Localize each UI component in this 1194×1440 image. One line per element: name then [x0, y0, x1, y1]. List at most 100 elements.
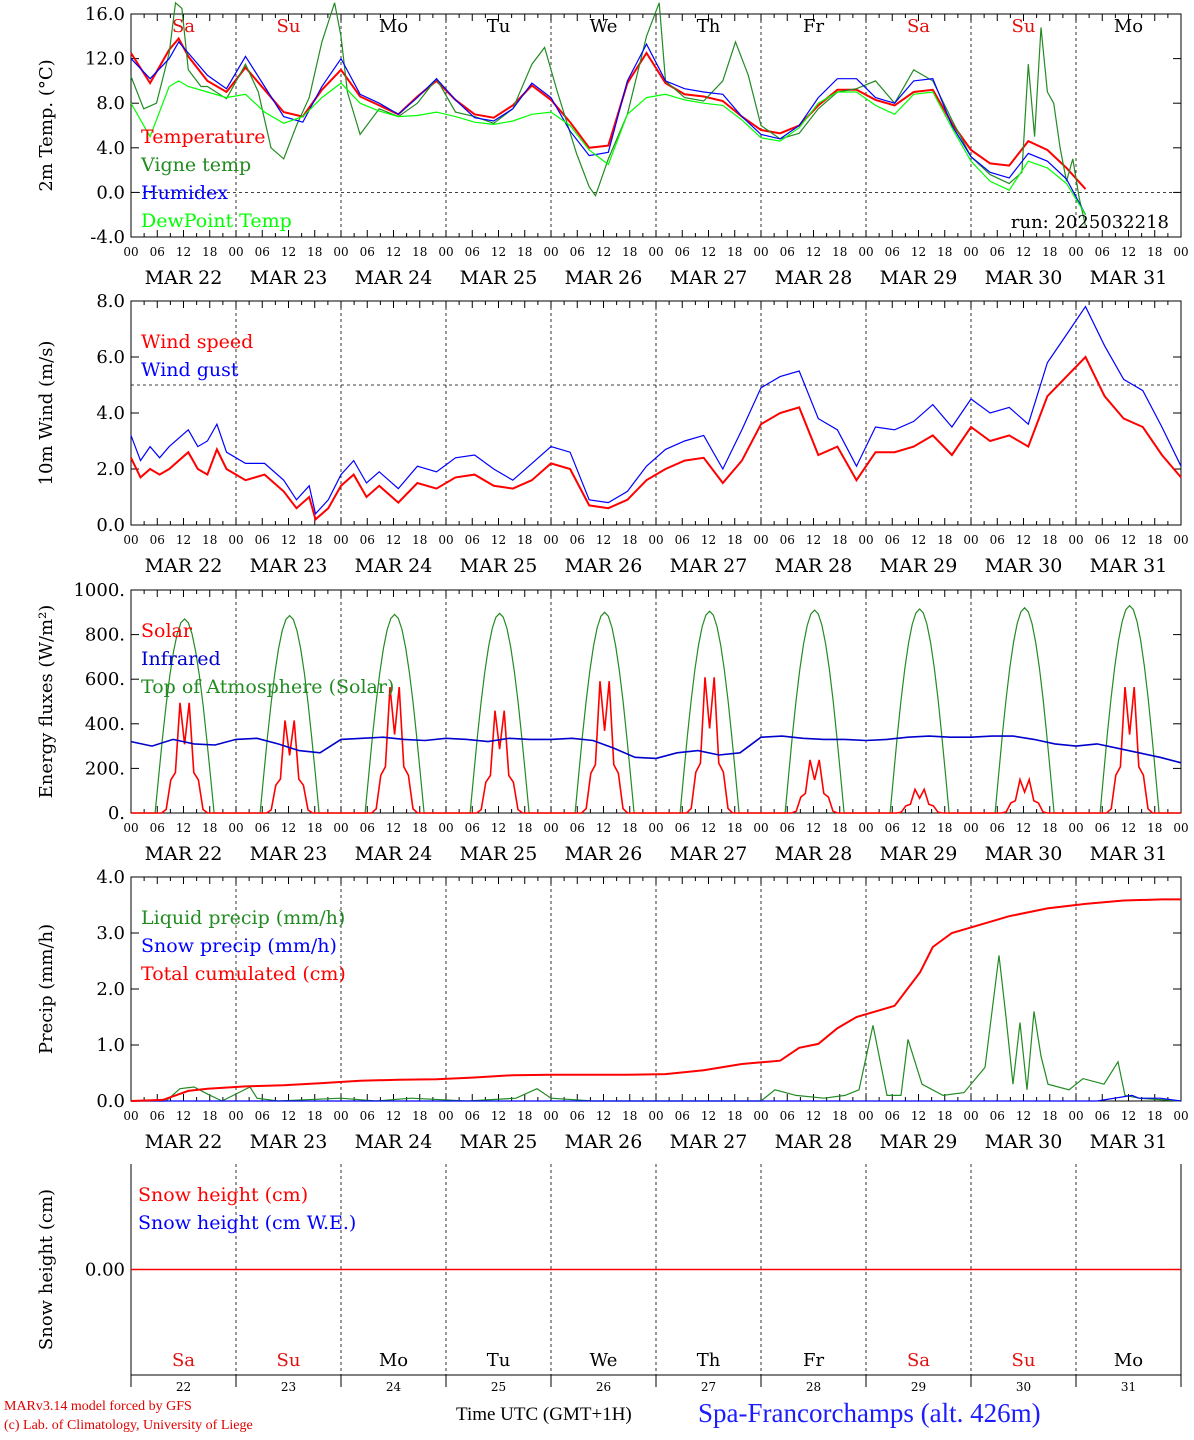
day-date-label: MAR 25 — [460, 843, 538, 865]
hour-tick-label: 12 — [701, 1109, 716, 1123]
hour-tick-label: 06 — [1095, 821, 1110, 835]
hour-tick-label: 18 — [622, 821, 637, 835]
series-line-1 — [131, 1094, 1182, 1102]
hour-tick-label: 00 — [858, 821, 873, 835]
hour-tick-label: 00 — [858, 533, 873, 547]
y-axis-label: Precip (mm/h) — [36, 924, 57, 1054]
hour-tick-label: 00 — [963, 821, 978, 835]
hour-tick-label: 06 — [465, 245, 480, 259]
series-line-0 — [130, 36, 1087, 190]
hour-tick-label: 12 — [176, 1109, 191, 1123]
hour-tick-label: 18 — [1147, 821, 1162, 835]
hour-tick-label: 06 — [570, 821, 585, 835]
hour-tick-label: 18 — [202, 821, 217, 835]
hour-tick-label: 00 — [543, 1109, 558, 1123]
hour-tick-label: 12 — [911, 245, 926, 259]
hour-tick-label: 06 — [570, 245, 585, 259]
day-number-label: 31 — [1121, 1380, 1136, 1394]
day-date-label: MAR 31 — [1090, 1131, 1168, 1153]
day-date-label: MAR 22 — [145, 1131, 223, 1153]
day-name-label: Fr — [803, 1350, 824, 1371]
day-number-label: 25 — [491, 1380, 506, 1394]
hour-tick-label: 00 — [858, 1109, 873, 1123]
hour-tick-label: 12 — [596, 1109, 611, 1123]
day-date-label: MAR 29 — [880, 267, 958, 289]
y-tick-label: 0.00 — [85, 1260, 125, 1281]
y-tick-label: 600. — [85, 669, 125, 690]
hour-tick-label: 12 — [701, 533, 716, 547]
day-date-label: MAR 23 — [250, 843, 328, 865]
hour-tick-label: 18 — [832, 245, 847, 259]
hour-tick-label: 18 — [202, 1109, 217, 1123]
hour-tick-label: 18 — [832, 533, 847, 547]
hour-tick-label: 00 — [753, 1109, 768, 1123]
day-date-label: MAR 26 — [565, 1131, 643, 1153]
hour-tick-label: 00 — [1173, 1109, 1188, 1123]
y-tick-label: 1.0 — [96, 1035, 125, 1056]
hour-tick-label: 00 — [333, 245, 348, 259]
hour-tick-label: 18 — [622, 245, 637, 259]
day-name-label: Th — [697, 1350, 721, 1371]
y-tick-label: 16.0 — [85, 4, 125, 25]
hour-tick-label: 18 — [1147, 245, 1162, 259]
day-number-label: 28 — [806, 1380, 821, 1394]
hour-tick-label: 06 — [990, 1109, 1005, 1123]
day-date-label: MAR 29 — [880, 555, 958, 577]
day-date-label: MAR 22 — [145, 555, 223, 577]
hour-tick-label: 18 — [307, 1109, 322, 1123]
location-label: Spa-Francorchamps (alt. 426m) — [698, 1398, 1041, 1428]
hour-tick-label: 00 — [123, 245, 138, 259]
hour-tick-label: 12 — [806, 533, 821, 547]
hour-tick-label: 06 — [990, 245, 1005, 259]
day-date-label: MAR 26 — [565, 555, 643, 577]
hour-tick-label: 00 — [963, 533, 978, 547]
day-name-label: Su — [1012, 16, 1036, 37]
day-date-label: MAR 30 — [985, 555, 1063, 577]
y-tick-label: 0.0 — [96, 1091, 125, 1112]
hour-tick-label: 18 — [307, 533, 322, 547]
hour-tick-label: 18 — [622, 1109, 637, 1123]
hour-tick-label: 18 — [202, 245, 217, 259]
day-date-label: MAR 30 — [985, 267, 1063, 289]
hour-tick-label: 06 — [255, 1109, 270, 1123]
y-tick-label: 0. — [108, 803, 125, 824]
hour-tick-label: 12 — [911, 821, 926, 835]
hour-tick-label: 00 — [333, 821, 348, 835]
hour-tick-label: 18 — [412, 533, 427, 547]
hour-tick-label: 06 — [150, 533, 165, 547]
day-name-label: Mo — [1114, 16, 1143, 37]
hour-tick-label: 12 — [911, 1109, 926, 1123]
day-number-label: 22 — [176, 1380, 191, 1394]
legend-entry: Temperature — [141, 126, 265, 148]
hour-tick-label: 12 — [386, 1109, 401, 1123]
lab-credit: (c) Lab. of Climatology, University of L… — [4, 1418, 253, 1433]
hour-tick-label: 06 — [255, 245, 270, 259]
y-tick-label: 4.0 — [96, 403, 125, 424]
hour-tick-label: 12 — [1016, 533, 1031, 547]
hour-tick-label: 12 — [386, 245, 401, 259]
day-date-label: MAR 28 — [775, 843, 853, 865]
hour-tick-label: 12 — [596, 533, 611, 547]
hour-tick-label: 00 — [1068, 1109, 1083, 1123]
hour-tick-label: 18 — [1042, 821, 1057, 835]
hour-tick-label: 12 — [491, 533, 506, 547]
y-axis-label: Energy fluxes (W/m²) — [36, 605, 57, 799]
series-line-2 — [130, 898, 1181, 1102]
hour-tick-label: 06 — [780, 1109, 795, 1123]
series-line-3 — [130, 80, 1087, 216]
hour-tick-label: 06 — [675, 1109, 690, 1123]
hour-tick-label: 06 — [465, 533, 480, 547]
hour-tick-label: 00 — [228, 533, 243, 547]
hour-tick-label: 12 — [176, 245, 191, 259]
hour-tick-label: 06 — [570, 1109, 585, 1123]
y-tick-label: -4.0 — [90, 227, 125, 248]
day-name-label: Sa — [172, 1350, 195, 1371]
hour-tick-label: 12 — [596, 245, 611, 259]
legend-entry: Wind gust — [141, 359, 239, 381]
day-number-label: 26 — [596, 1380, 611, 1394]
hour-tick-label: 12 — [806, 821, 821, 835]
legend-entry: Wind speed — [141, 331, 253, 353]
y-tick-label: 800. — [85, 625, 125, 646]
y-tick-label: 6.0 — [96, 347, 125, 368]
day-date-label: MAR 31 — [1090, 267, 1168, 289]
